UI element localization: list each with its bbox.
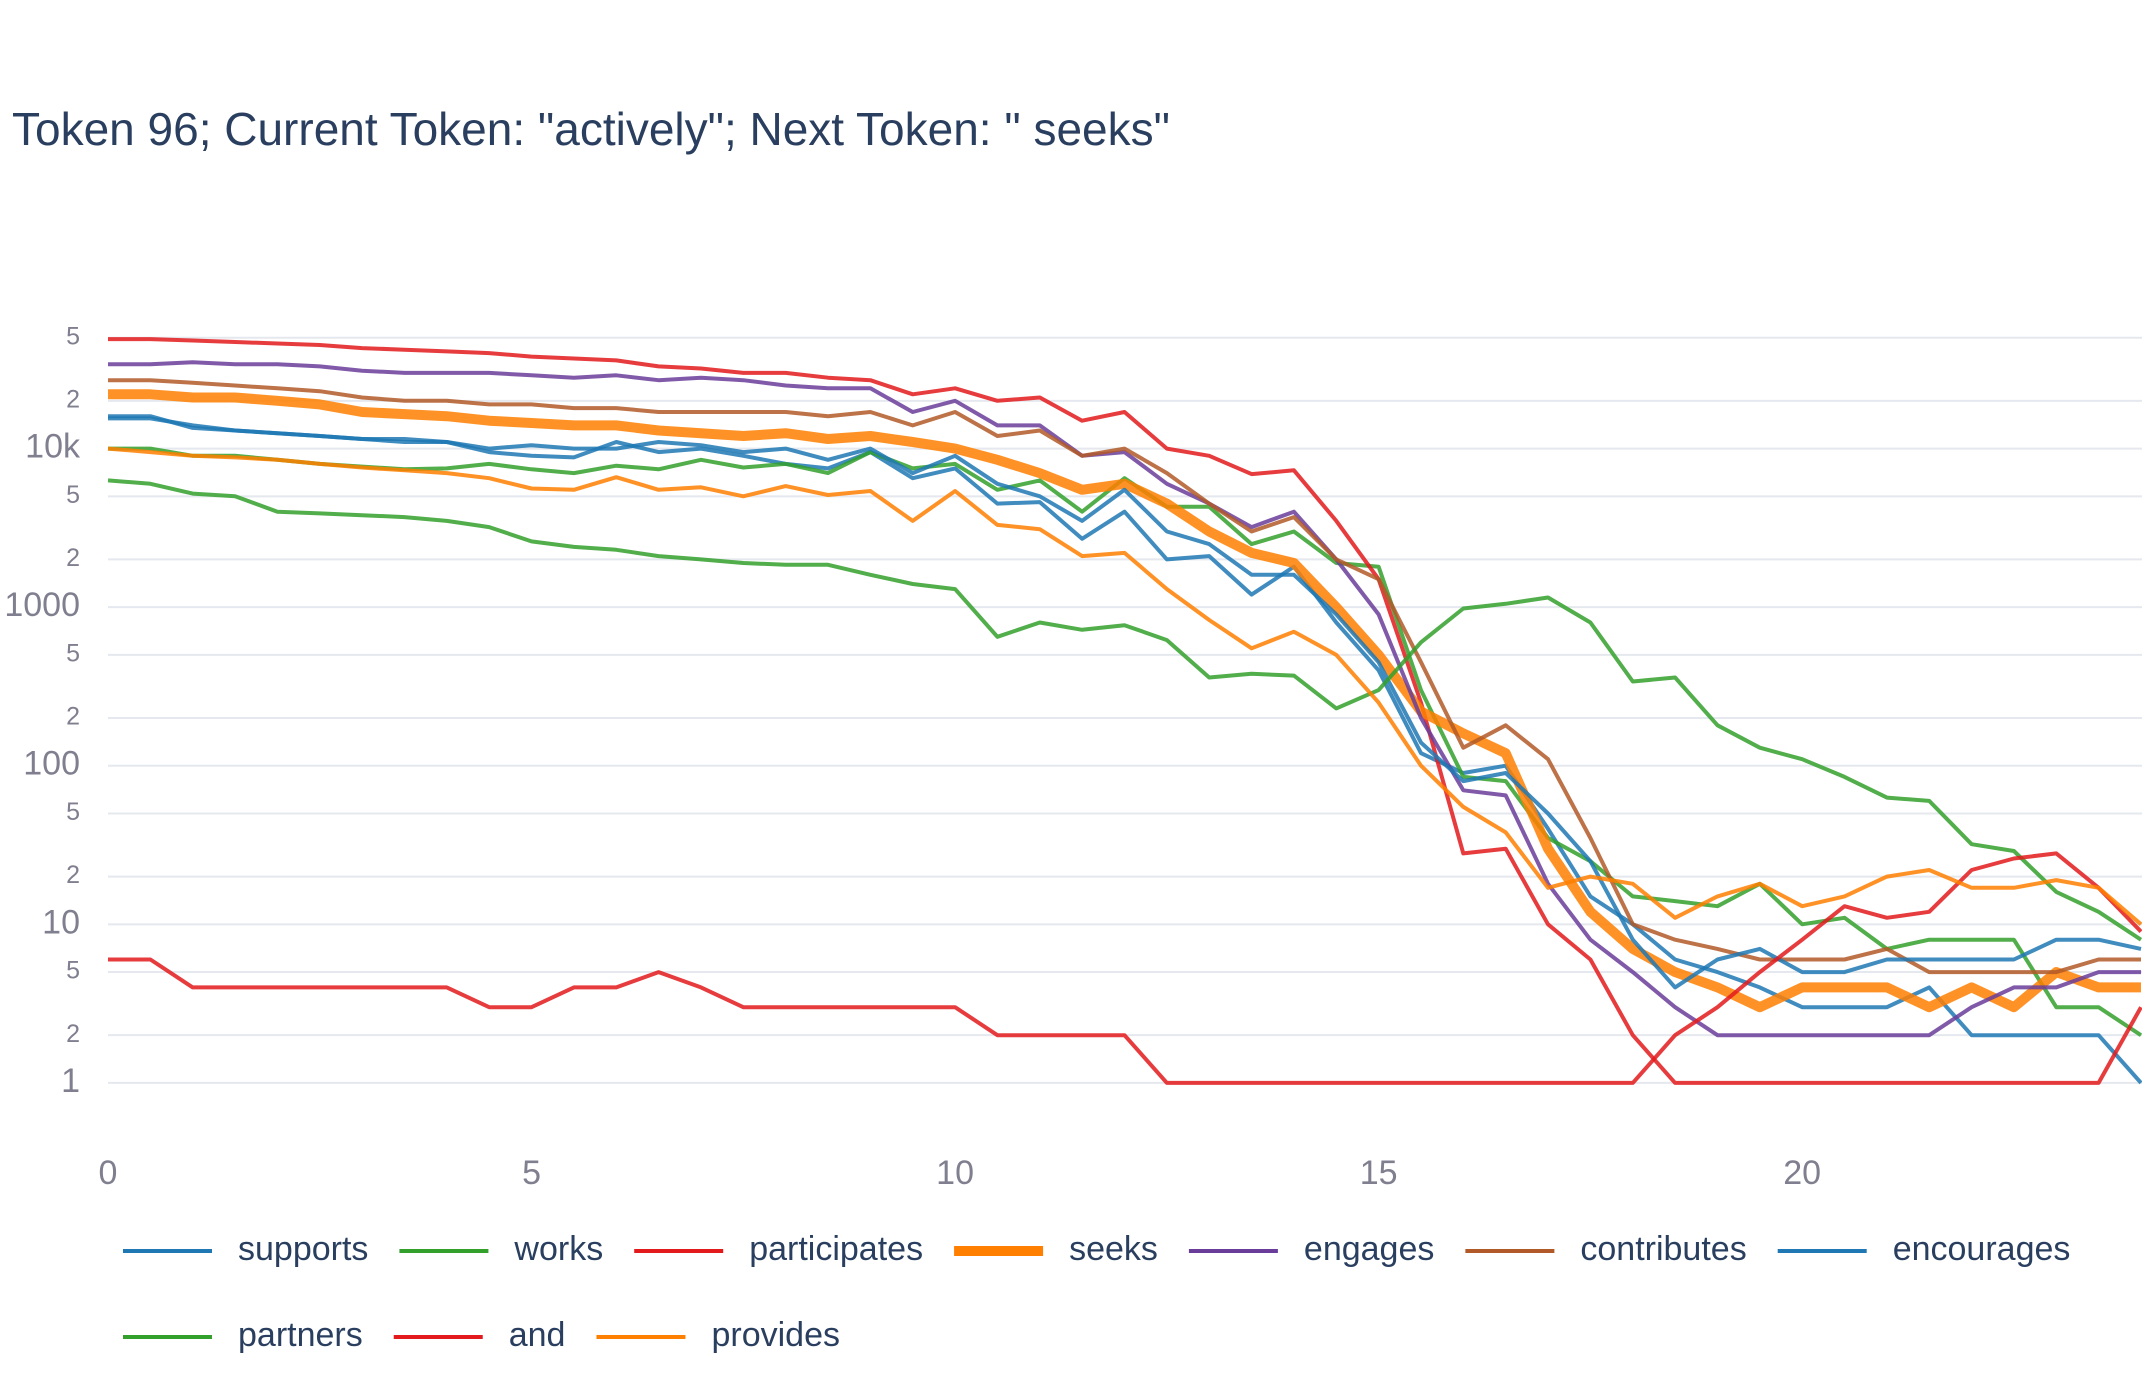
y-tick-label: 10 xyxy=(42,903,80,941)
legend: supports works participates seeks engages con… xyxy=(123,1230,2070,1354)
x-tick-label: 0 xyxy=(99,1154,118,1192)
legend-item: provides xyxy=(596,1316,840,1354)
y-tick-label: 1 xyxy=(61,1062,80,1100)
legend-item: engages xyxy=(1188,1230,1434,1268)
y-tick-label: 2 xyxy=(66,1020,80,1048)
series-line xyxy=(108,416,2142,990)
legend-label: works xyxy=(513,1230,603,1268)
legend-label: partners xyxy=(238,1316,363,1354)
legend-item: supports xyxy=(123,1230,368,1268)
series-line xyxy=(108,378,2141,975)
y-tick-label: 1000 xyxy=(4,586,80,624)
x-tick-label: 10 xyxy=(936,1154,974,1192)
y-tick-label: 2 xyxy=(66,385,80,413)
y-tick-label: 2 xyxy=(66,544,80,572)
legend-item: and xyxy=(393,1316,566,1354)
y-tick-label: 100 xyxy=(23,745,80,783)
y-tick-label: 5 xyxy=(66,957,80,985)
series-line xyxy=(108,389,2141,1013)
series-line xyxy=(107,446,2142,926)
grid: 1 2 5 10 2 5 100 2 5 1000 2 5 10k 2 5 0 5 10 15 20 xyxy=(4,322,2142,1192)
legend-label: seeks xyxy=(1069,1230,1158,1268)
x-tick-label: 20 xyxy=(1783,1154,1821,1192)
legend-item: contributes xyxy=(1465,1230,1747,1268)
legend-item: works xyxy=(399,1230,603,1268)
legend-item: seeks xyxy=(954,1230,1158,1268)
legend-label: participates xyxy=(749,1230,923,1268)
y-tick-label: 5 xyxy=(66,640,80,668)
legend-label: and xyxy=(509,1316,566,1354)
series-line xyxy=(108,337,2142,1085)
series-line xyxy=(108,446,2142,1037)
y-tick-label: 2 xyxy=(66,861,80,889)
y-tick-label: 10k xyxy=(25,428,81,466)
y-tick-label: 5 xyxy=(66,322,80,350)
legend-label: encourages xyxy=(1893,1230,2071,1268)
x-tick-label: 5 xyxy=(522,1154,541,1192)
series-line xyxy=(108,851,2142,1085)
legend-label: contributes xyxy=(1580,1230,1746,1268)
legend-item: partners xyxy=(123,1316,363,1354)
legend-item: participates xyxy=(634,1230,923,1268)
legend-label: engages xyxy=(1304,1230,1434,1268)
series-line xyxy=(107,478,2142,942)
legend-label: provides xyxy=(711,1316,840,1354)
chart-title: Token 96; Current Token: "actively"; Nex… xyxy=(12,103,1170,155)
series-line xyxy=(108,360,2141,1038)
legend-item: encourages xyxy=(1777,1230,2071,1268)
y-tick-label: 5 xyxy=(66,481,80,509)
legend-label: supports xyxy=(238,1230,368,1268)
y-tick-label: 5 xyxy=(66,798,80,826)
plot-area xyxy=(107,337,2142,1085)
x-tick-label: 15 xyxy=(1360,1154,1398,1192)
y-tick-label: 2 xyxy=(66,703,80,731)
